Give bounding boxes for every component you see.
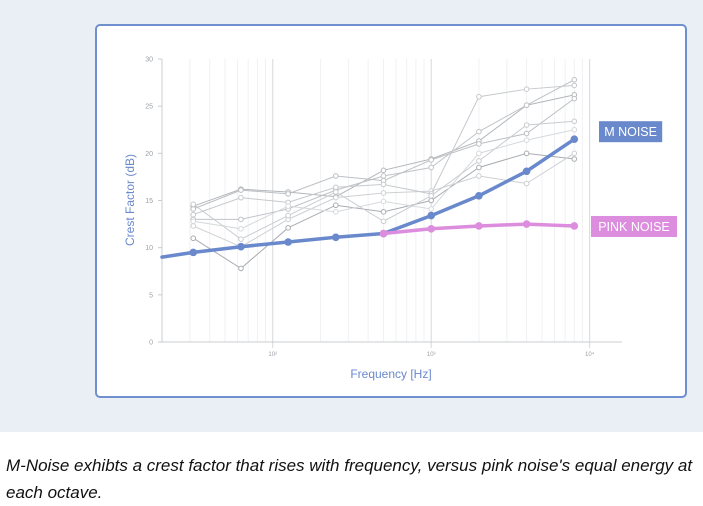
background-series-point	[285, 225, 291, 231]
background-series-point	[523, 86, 530, 92]
background-series-point	[190, 211, 197, 218]
background-series-point	[476, 150, 482, 157]
background-series-point	[190, 235, 197, 242]
background-series-point	[238, 187, 244, 193]
background-series-layer	[190, 76, 578, 272]
background-series-point	[428, 206, 435, 212]
background-series-point	[476, 173, 482, 179]
background-series-point	[238, 236, 244, 242]
pink-noise-point	[427, 225, 436, 233]
background-series-point	[285, 212, 291, 219]
pink-noise-point	[475, 222, 483, 230]
background-series-point	[571, 82, 578, 89]
background-series-point	[523, 150, 530, 157]
y-tick-label: 0	[149, 340, 153, 347]
background-series-point	[238, 194, 244, 201]
background-series-point	[571, 95, 578, 102]
background-series-point	[380, 181, 387, 188]
pink-noise-point	[522, 220, 531, 228]
background-series-point	[190, 206, 197, 212]
background-series-point	[428, 157, 435, 163]
background-series-point	[380, 218, 387, 225]
figure-panel: 10² 10³ 10⁴ 0 5 10 15 20 25 30 Frequency [Hz] Cres…	[0, 0, 703, 432]
y-tick-label: 10	[145, 245, 153, 252]
m-noise-point	[570, 135, 579, 143]
background-series-point	[571, 126, 578, 133]
background-series-point	[523, 137, 530, 143]
y-tick-label: 30	[145, 57, 153, 64]
background-series-point	[285, 203, 291, 209]
x-tick-label: 10⁴	[585, 351, 595, 358]
y-tick-label: 5	[149, 292, 153, 299]
m-noise-point	[475, 191, 483, 200]
background-series-point	[380, 167, 387, 174]
background-series-point	[523, 102, 530, 109]
background-series-point	[523, 122, 530, 128]
background-series-point	[476, 158, 482, 164]
background-series-point	[380, 190, 387, 196]
background-series-point	[476, 141, 482, 147]
m-noise-legend-label: M NOISE	[599, 121, 663, 143]
background-series-point	[523, 180, 530, 187]
background-series-point	[333, 202, 339, 209]
figure-caption: M-Noise exhibts a crest factor that rise…	[6, 456, 693, 502]
x-axis-title: Frequency [Hz]	[350, 367, 431, 381]
background-series-point	[333, 194, 339, 201]
background-series-point	[190, 201, 197, 208]
axis-layer: 10² 10³ 10⁴ 0 5 10 15 20 25 30	[145, 57, 622, 358]
background-series-point	[476, 128, 482, 135]
m-noise-point	[189, 248, 198, 257]
background-series-point	[571, 150, 578, 157]
background-series-point	[333, 184, 339, 191]
background-series-point	[428, 192, 435, 199]
series-layer	[160, 135, 579, 259]
background-series-point	[571, 118, 578, 125]
y-tick-label: 20	[145, 151, 153, 158]
background-series-point	[333, 189, 339, 195]
background-series-point	[571, 156, 578, 162]
m-noise-point	[427, 211, 436, 220]
background-series-point	[238, 216, 244, 223]
background-series-point	[380, 198, 387, 205]
y-tick-label: 25	[145, 104, 153, 111]
label-layer: Frequency [Hz] Crest Factor (dB) M NOISE PI…	[123, 121, 677, 381]
m-noise-label-text: M NOISE	[604, 125, 657, 139]
background-series-point	[333, 173, 339, 179]
m-noise-point	[522, 167, 531, 176]
background-series-point	[476, 93, 482, 100]
background-series-point	[571, 76, 578, 83]
m-noise-line	[160, 137, 577, 259]
y-axis-title: Crest Factor (dB)	[123, 154, 137, 246]
background-series-point	[285, 191, 291, 197]
background-series-point	[380, 173, 387, 179]
background-series-point	[428, 197, 435, 204]
background-series-point	[380, 209, 387, 215]
crest-factor-chart: 10² 10³ 10⁴ 0 5 10 15 20 25 30 Frequency [Hz] Cres…	[123, 57, 677, 381]
pink-noise-label-text: PINK NOISE	[598, 220, 670, 234]
pink-noise-label-box	[591, 215, 677, 237]
background-series-point	[238, 226, 244, 232]
background-series-point	[190, 218, 197, 225]
background-series-point	[476, 164, 482, 171]
background-series-point	[238, 265, 244, 272]
pink-noise-point	[379, 229, 388, 238]
y-tick-label: 15	[145, 198, 153, 205]
m-noise-point	[284, 238, 292, 246]
background-series-point	[190, 223, 197, 229]
x-tick-label: 10³	[427, 352, 436, 358]
m-noise-point	[237, 242, 245, 251]
pink-noise-point	[570, 222, 579, 230]
m-noise-label-box	[599, 121, 663, 143]
m-noise-point	[332, 233, 340, 242]
background-series-point	[333, 209, 339, 215]
x-tick-label: 10²	[268, 352, 277, 358]
pink-noise-legend-label: PINK NOISE	[591, 215, 677, 237]
background-series-point	[428, 164, 435, 171]
background-series-point	[523, 130, 530, 137]
